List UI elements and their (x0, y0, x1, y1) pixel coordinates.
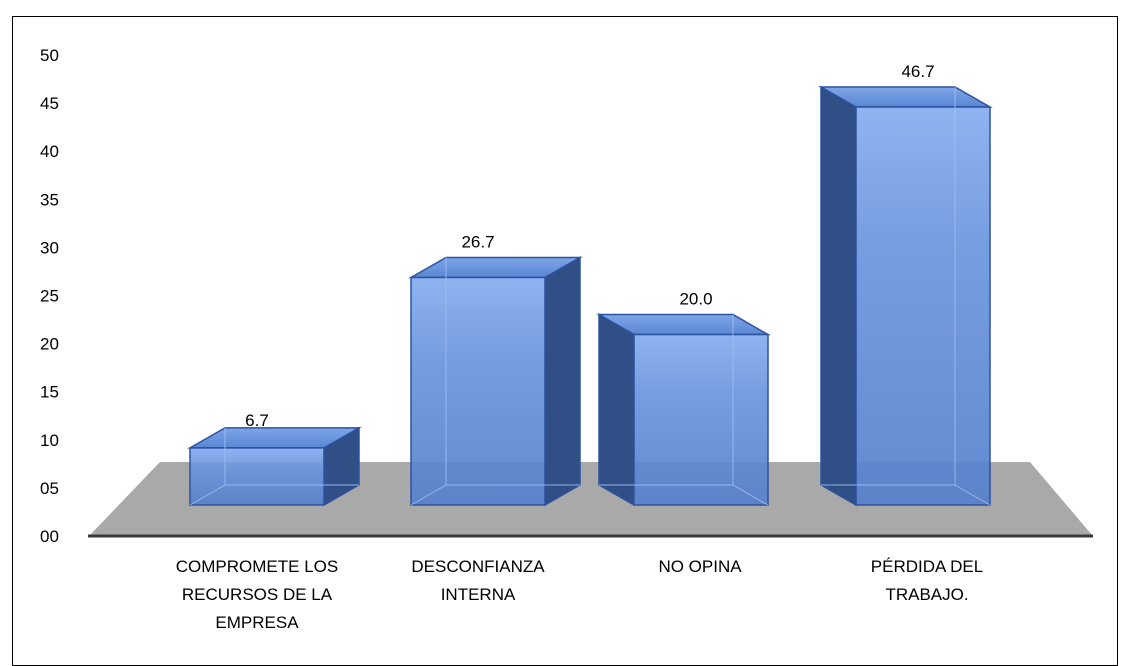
x-category-label: RECURSOS DE LA (182, 585, 333, 604)
bar-4 (818, 85, 993, 507)
bar-1 (187, 426, 362, 507)
bar-inner-edge (732, 484, 769, 506)
bar-side-face (544, 256, 581, 507)
bar-value-label: 46.7 (901, 62, 934, 81)
y-tick-label: 35 (40, 190, 59, 209)
y-tick-label: 40 (40, 142, 59, 161)
bar-value-label: 20.0 (679, 290, 712, 309)
x-category-label: NO OPINA (658, 557, 742, 576)
x-category-label: COMPROMETE LOS (176, 557, 338, 576)
bar-3 (596, 313, 771, 507)
y-tick-label: 20 (40, 335, 59, 354)
x-category-label: EMPRESA (215, 613, 299, 632)
bar-2 (408, 256, 583, 507)
bar-side-face (820, 85, 857, 507)
x-category-label: INTERNA (441, 585, 516, 604)
y-tick-label: 50 (40, 46, 59, 65)
y-tick-label: 25 (40, 287, 59, 306)
bar-front-face (189, 447, 325, 506)
bar-value-label: 26.7 (461, 232, 494, 251)
bar-side-face (598, 313, 635, 507)
y-tick-label: 30 (40, 238, 59, 257)
y-tick-label: 00 (40, 527, 59, 546)
bar-inner-edge (954, 484, 991, 506)
y-tick-label: 05 (40, 479, 59, 498)
x-category-label: PÉRDIDA DEL (871, 557, 983, 576)
x-category-label: DESCONFIANZA (411, 557, 545, 576)
bar-inner-edge (189, 484, 226, 506)
bar-front-face (410, 276, 546, 506)
bar-front-face (633, 333, 769, 506)
y-tick-label: 10 (40, 431, 59, 450)
x-category-label: TRABAJO. (885, 585, 968, 604)
bar-front-face (855, 106, 991, 506)
bar-chart: 00 05 10 15 20 25 30 35 40 45 50 6.7 26.7 20.0 46.7 COM… (40, 46, 1093, 632)
y-tick-label: 15 (40, 383, 59, 402)
y-tick-label: 45 (40, 94, 59, 113)
bar-inner-edge (410, 484, 447, 506)
bar-value-label: 6.7 (245, 411, 269, 430)
